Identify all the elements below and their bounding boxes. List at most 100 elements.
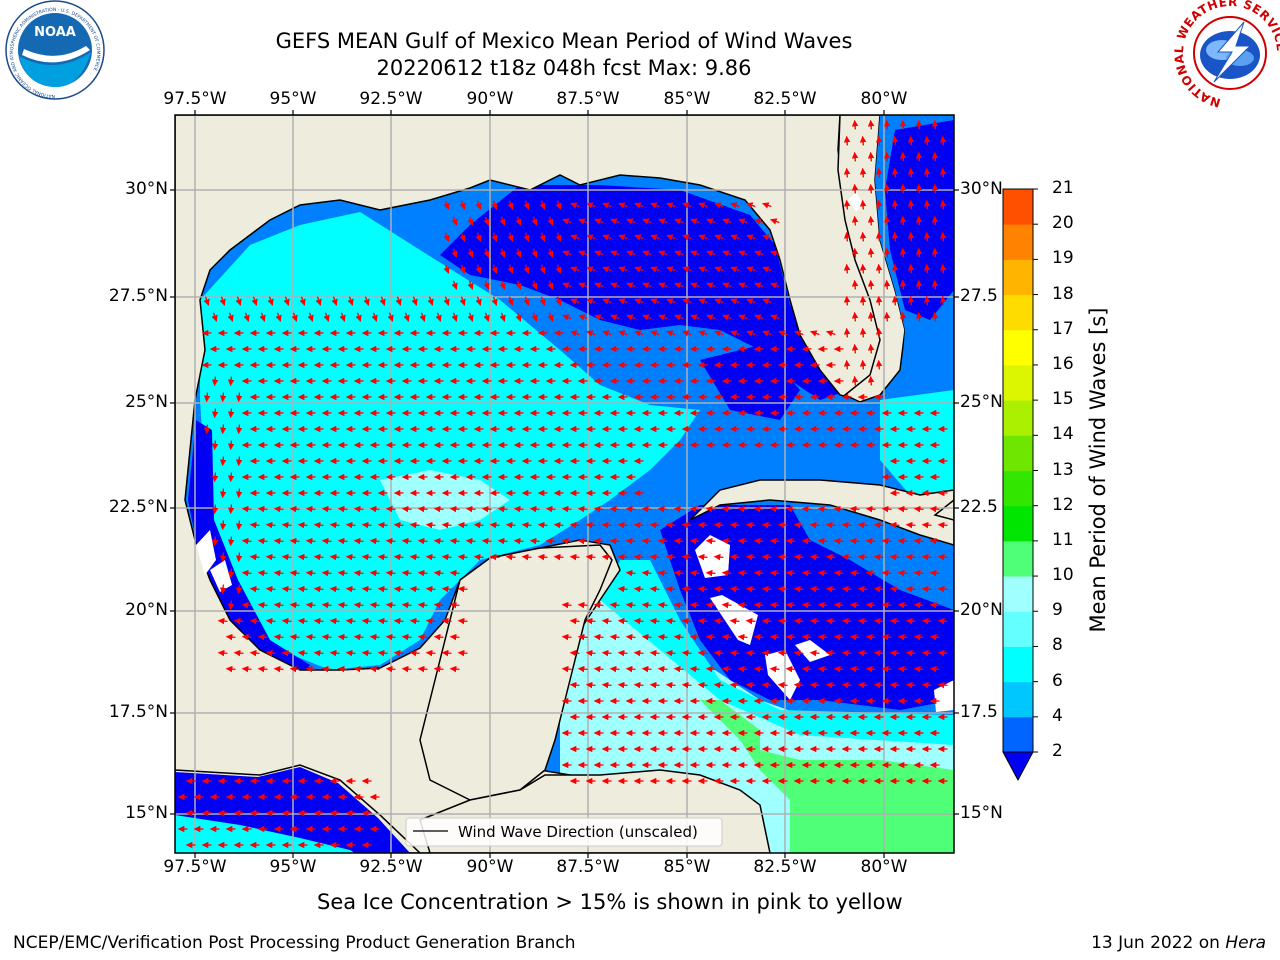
wind-wave-arrow [249, 553, 260, 561]
wind-wave-arrow [618, 298, 628, 305]
wind-wave-arrow [681, 585, 692, 593]
wind-wave-arrow [491, 264, 498, 274]
wind-wave-arrow [265, 649, 276, 657]
wind-wave-arrow [937, 681, 948, 689]
wind-wave-arrow [897, 569, 908, 577]
wind-wave-arrow [875, 327, 883, 338]
wind-wave-arrow [849, 665, 860, 673]
wind-wave-arrow [227, 504, 235, 515]
wind-wave-arrow [851, 215, 859, 226]
wind-wave-arrow [539, 232, 546, 242]
contour-6-8-gulf [200, 212, 700, 670]
wind-wave-arrow [625, 633, 636, 641]
wind-wave-arrow [219, 584, 227, 595]
wind-wave-arrow [690, 314, 700, 321]
wind-wave-arrow [689, 633, 700, 641]
wind-wave-arrow [843, 295, 851, 306]
wind-wave-arrow [721, 665, 732, 673]
wind-wave-arrow [634, 234, 644, 241]
wind-wave-arrow [666, 234, 676, 241]
wind-wave-arrow [754, 282, 764, 289]
wind-wave-arrow [225, 633, 236, 641]
wind-wave-arrow [857, 585, 868, 593]
wind-wave-arrow [586, 202, 596, 209]
wind-wave-arrow [265, 617, 276, 625]
wind-wave-arrow [329, 649, 340, 657]
wind-wave-arrow [674, 218, 684, 225]
wind-wave-arrow [698, 266, 708, 273]
wind-wave-arrow [219, 552, 227, 563]
wind-wave-arrow [859, 263, 867, 274]
wind-wave-arrow [859, 327, 867, 338]
wind-wave-arrow [650, 202, 660, 209]
wind-wave-arrow [617, 617, 628, 625]
wind-wave-arrow [793, 617, 804, 625]
wind-wave-arrow [449, 537, 460, 545]
wind-wave-arrow [889, 585, 900, 593]
wind-wave-arrow [577, 537, 588, 545]
wind-wave-arrow [817, 569, 828, 577]
lon-label-bottom: 80°W [860, 857, 908, 877]
wind-wave-arrow [737, 505, 748, 513]
wind-wave-arrow [523, 296, 530, 306]
lon-label-bottom: 85°W [663, 857, 711, 877]
wind-wave-arrow [698, 234, 708, 241]
wind-wave-arrow [915, 215, 923, 226]
wind-wave-arrow [425, 585, 436, 593]
lon-label-top: 85°W [663, 89, 711, 109]
wind-wave-arrow [265, 521, 276, 529]
wind-wave-arrow [673, 601, 684, 609]
wind-wave-arrow [907, 295, 915, 306]
wind-wave-arrow [217, 617, 228, 625]
colorbar-tick-label: 2 [1052, 741, 1063, 761]
wind-wave-arrow [649, 553, 660, 561]
wind-wave-arrow [769, 665, 780, 673]
wind-wave-arrow [273, 633, 284, 641]
wind-wave-arrow [257, 601, 268, 609]
wind-wave-arrow [585, 681, 596, 689]
wind-wave-arrow [417, 601, 428, 609]
wind-wave-arrow [891, 295, 899, 306]
wind-wave-arrow [762, 234, 772, 241]
wind-wave-arrow [753, 537, 764, 545]
wind-wave-arrow [465, 537, 476, 545]
wind-wave-arrow [465, 505, 476, 513]
wind-wave-arrow [483, 216, 490, 226]
wind-wave-arrow [939, 135, 947, 146]
wind-wave-arrow [729, 649, 740, 657]
wind-wave-arrow [785, 505, 796, 513]
wind-wave-arrow [601, 521, 612, 529]
wind-wave-arrow [705, 601, 716, 609]
wind-wave-arrow [770, 282, 780, 289]
wind-wave-arrow [721, 601, 732, 609]
wind-wave-arrow [539, 200, 546, 210]
wind-wave-arrow [777, 649, 788, 657]
colorbar-tick-label: 13 [1052, 459, 1074, 480]
wind-wave-arrow [531, 248, 538, 258]
wind-wave-arrow [425, 553, 436, 561]
wind-wave-arrow [553, 553, 564, 561]
wind-wave-arrow [618, 330, 628, 337]
wind-wave-arrow [433, 537, 444, 545]
wind-wave-arrow [642, 282, 652, 289]
wind-wave-arrow [537, 521, 548, 529]
wind-wave-arrow [257, 633, 268, 641]
wind-wave-arrow [593, 505, 604, 513]
wind-wave-arrow [626, 218, 636, 225]
wind-wave-arrow [809, 585, 820, 593]
wind-wave-arrow [907, 231, 915, 242]
wind-wave-arrow [865, 537, 876, 545]
wind-wave-arrow [570, 234, 580, 241]
wind-wave-arrow [443, 264, 450, 274]
wind-wave-arrow [417, 665, 428, 673]
wind-wave-arrow [417, 505, 428, 513]
wind-wave-arrow [721, 633, 732, 641]
lat-label-right: 15°N [960, 803, 1003, 823]
wind-wave-arrow [219, 456, 227, 467]
wind-wave-arrow [299, 296, 306, 306]
wind-wave-arrow [673, 537, 684, 545]
wind-wave-arrow [761, 649, 772, 657]
wind-wave-arrow [219, 488, 227, 499]
wind-wave-arrow [706, 282, 716, 289]
lon-label-bottom: 95°W [269, 857, 317, 877]
